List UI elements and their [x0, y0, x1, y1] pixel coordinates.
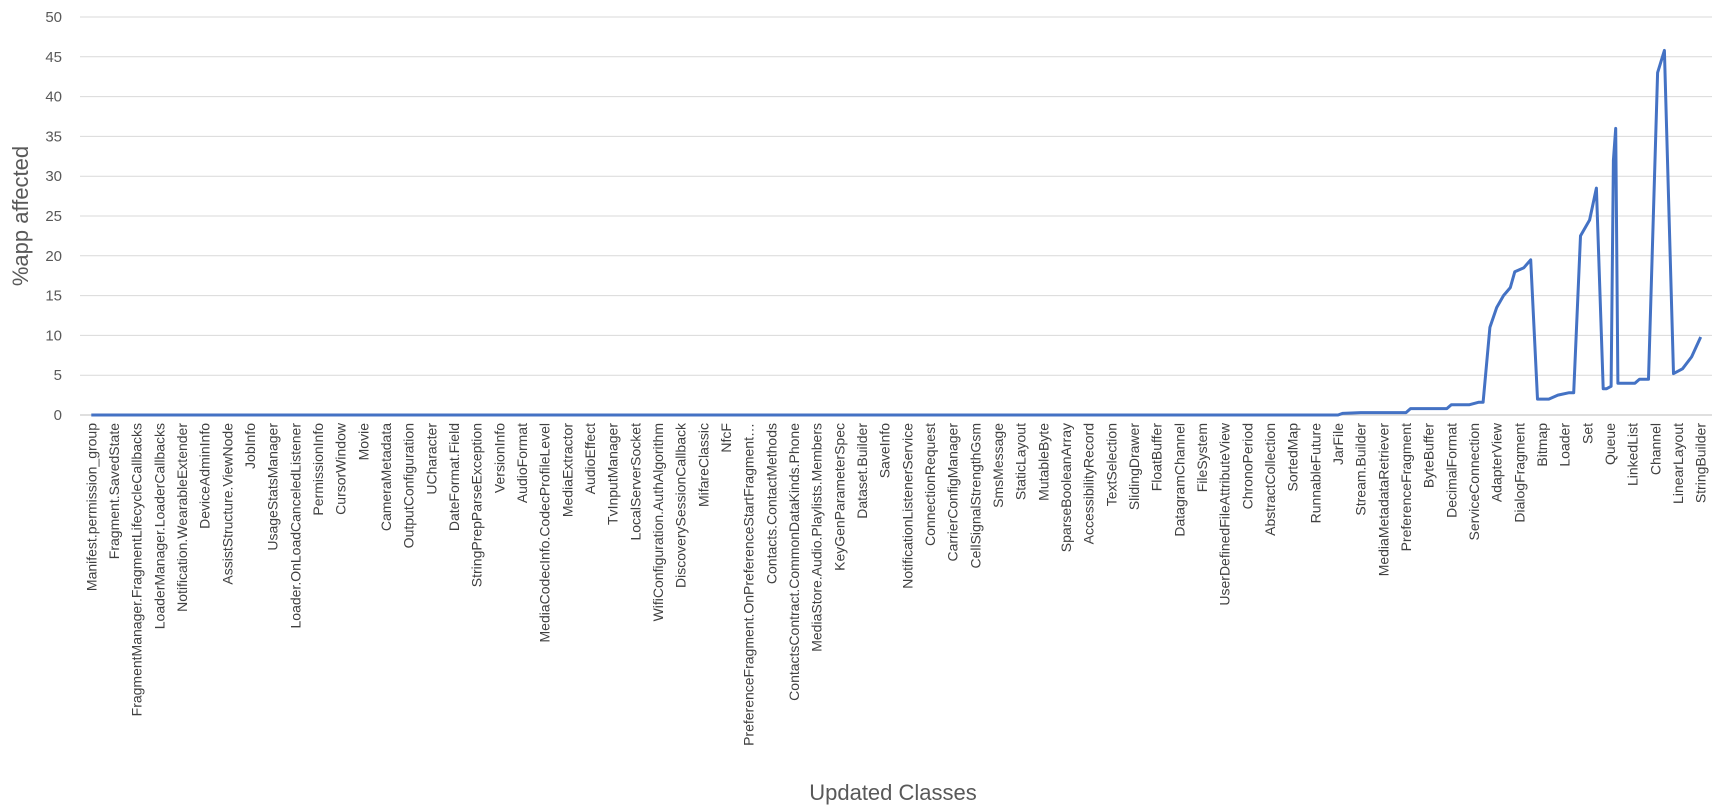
x-tick-label: MediaStore.Audio.Playlists.Members [809, 423, 825, 652]
x-tick-label: FragmentManager.FragmentLifecycleCallbac… [129, 423, 145, 716]
x-tick-label: PreferenceFragment [1398, 423, 1414, 552]
x-tick-label: PermissionInfo [310, 423, 326, 516]
x-tick-label: ConnectionRequest [922, 423, 938, 546]
y-axis-title: %app affected [8, 146, 33, 286]
y-tick-label: 5 [54, 367, 62, 384]
x-tick-label: Movie [355, 423, 371, 461]
x-tick-label: Dataset.Builder [854, 423, 870, 519]
x-tick-label: UCharacter [423, 423, 439, 495]
y-tick-label: 35 [45, 128, 62, 145]
x-tick-label: Contacts.ContactMethods [763, 423, 779, 584]
x-tick-label: SortedMap [1285, 423, 1301, 492]
x-tick-label: MediaCodecInfo.CodecProfileLevel [537, 423, 553, 642]
y-axis-ticks: 0 5 10 15 20 25 30 35 40 45 50 [45, 9, 62, 424]
x-tick-label: Set [1579, 423, 1595, 444]
x-tick-label: MediaExtractor [559, 423, 575, 517]
x-tick-label: CellSignalStrengthGsm [967, 423, 983, 569]
x-tick-label: UserDefinedFileAttributeView [1217, 422, 1233, 605]
x-tick-label: SmsMessage [990, 423, 1006, 508]
x-tick-label: AbstractCollection [1262, 423, 1278, 536]
x-tick-label: DateFormat.Field [446, 423, 462, 531]
x-tick-label: RunnableFuture [1307, 423, 1323, 524]
x-tick-label: FileSystem [1194, 423, 1210, 492]
x-tick-label: AccessibilityRecord [1081, 423, 1097, 544]
x-tick-label: CarrierConfigManager [945, 423, 961, 562]
x-tick-label: StringPrepParseException [469, 423, 485, 587]
y-tick-label: 20 [45, 248, 62, 265]
x-tick-label: NfcF [718, 423, 734, 453]
x-tick-label: Loader.OnLoadCanceledListener [287, 423, 303, 629]
x-tick-label: MifareClassic [695, 423, 711, 507]
x-tick-label: Stream.Builder [1353, 423, 1369, 516]
y-tick-label: 50 [45, 9, 62, 26]
x-tick-label: VersionInfo [491, 423, 507, 493]
x-tick-label: CameraMetadata [378, 423, 394, 531]
y-tick-label: 45 [45, 49, 62, 66]
x-tick-label: PreferenceFragment.OnPreferenceStartFrag… [741, 423, 757, 746]
x-tick-label: KeyGenParameterSpec [831, 423, 847, 571]
x-tick-label: DialogFragment [1511, 423, 1527, 523]
y-tick-label: 0 [54, 407, 62, 424]
x-tick-label: AudioEffect [582, 423, 598, 494]
x-tick-label: JobInfo [242, 423, 258, 469]
x-tick-label: CursorWindow [333, 422, 349, 515]
y-tick-label: 40 [45, 89, 62, 106]
x-tick-label: MediaMetadataRetriever [1375, 423, 1391, 577]
x-tick-label: StringBuilder [1693, 423, 1709, 503]
x-tick-label: OutputConfiguration [401, 423, 417, 548]
x-tick-label: ChronoPeriod [1239, 423, 1255, 509]
x-tick-label: LinkedList [1625, 423, 1641, 486]
x-tick-label: SparseBooleanArray [1058, 423, 1074, 552]
y-tick-label: 25 [45, 208, 62, 225]
x-tick-label: StaticLayout [1013, 423, 1029, 500]
x-tick-label: SaveInfo [877, 423, 893, 478]
x-tick-label: UsageStatsManager [265, 423, 281, 551]
x-tick-label: Loader [1557, 423, 1573, 467]
x-tick-label: ContactsContract.CommonDataKinds.Phone [786, 423, 802, 701]
x-tick-label: LoaderManager.LoaderCallbacks [151, 423, 167, 629]
y-tick-label: 30 [45, 168, 62, 185]
x-tick-label: ByteBuffer [1421, 423, 1437, 488]
x-tick-label: LinearLayout [1670, 423, 1686, 504]
x-tick-label: DatagramChannel [1171, 423, 1187, 537]
x-tick-label: DeviceAdminInfo [197, 423, 213, 529]
x-tick-label: Notification.WearableExtender [174, 423, 190, 612]
x-tick-label: FloatBuffer [1149, 423, 1165, 492]
series-line [91, 48, 1703, 417]
x-tick-label: Fragment.SavedState [106, 423, 122, 559]
x-tick-label: Queue [1602, 423, 1618, 465]
x-tick-label: MutableByte [1035, 423, 1051, 501]
y-tick-label: 15 [45, 288, 62, 305]
x-tick-label: Bitmap [1534, 423, 1550, 467]
x-tick-label: WifiConfiguration.AuthAlgorithm [650, 423, 666, 621]
x-tick-label: JarFile [1330, 423, 1346, 465]
x-axis-tick-labels: Manifest.permission_group Fragment.SavedS… [83, 422, 1708, 746]
x-tick-label: AdapterView [1489, 422, 1505, 502]
x-tick-label: TextSelection [1103, 423, 1119, 506]
x-tick-label: ServiceConnection [1466, 423, 1482, 541]
y-tick-label: 10 [45, 327, 62, 344]
x-tick-label: Manifest.permission_group [83, 423, 99, 591]
x-tick-label: SlidingDrawer [1126, 423, 1142, 510]
x-tick-label: LocalServerSocket [627, 423, 643, 541]
x-tick-label: Channel [1647, 423, 1663, 475]
x-tick-label: DecimalFormat [1443, 423, 1459, 518]
x-tick-label: AudioFormat [514, 423, 530, 503]
gridlines [80, 16, 1712, 376]
x-tick-label: TvInputManager [605, 423, 621, 525]
x-tick-label: AssistStructure.ViewNode [219, 423, 235, 585]
x-axis-title: Updated Classes [809, 780, 977, 805]
x-tick-label: DiscoverySessionCallback [673, 422, 689, 588]
x-tick-label: NotificationListenerService [899, 423, 915, 589]
